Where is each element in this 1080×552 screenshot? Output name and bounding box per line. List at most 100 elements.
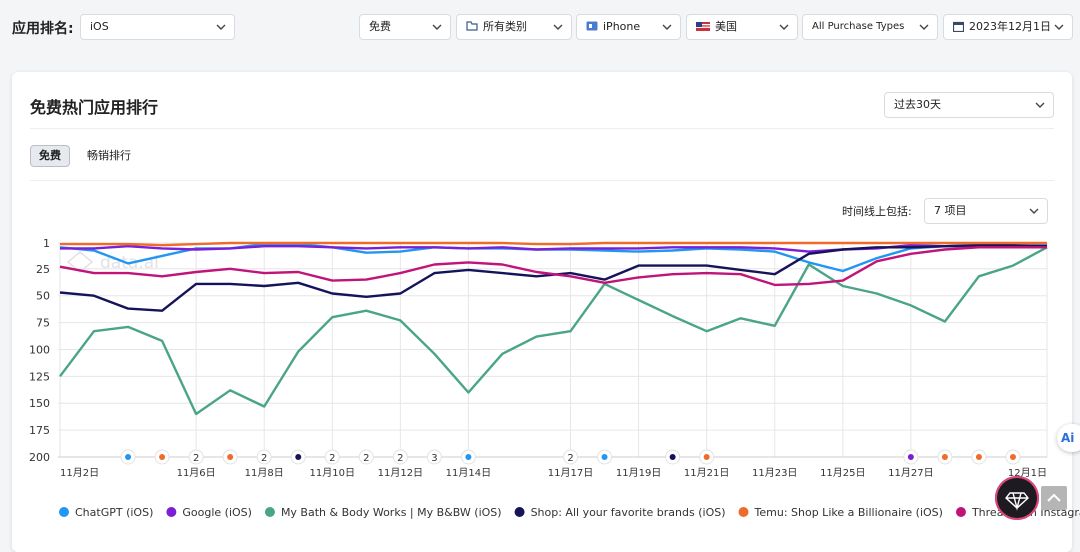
y-tick-label: 200 [29,451,50,464]
legend-swatch [738,507,749,517]
series-line [60,241,1047,247]
event-marker [154,449,170,465]
x-tick-label: 11月27日 [888,467,933,479]
page: 应用排名: iOS 免费 所有类别 iPhone 美国 All Purchase… [12,14,1080,552]
event-dot [907,454,914,460]
event-count: 2 [567,453,573,464]
x-tick-label: 11月2日 [60,467,99,479]
event-dot [601,454,608,460]
ai-badge-text: Ai [1061,431,1075,445]
y-tick-label: 100 [29,343,50,356]
card-title: 免费热门应用排行 [30,98,159,117]
x-tick-label: 11月21日 [684,467,729,479]
legend-label: Google (iOS) [182,506,252,519]
event-marker [665,449,681,465]
timeline-dropdown[interactable]: 7 项目 [924,198,1048,224]
event-marker: 2 [392,449,408,465]
event-dot [125,454,132,460]
device-value: iPhone [603,20,641,33]
category-dropdown[interactable]: 所有类别 [456,14,572,40]
event-marker: 2 [358,449,374,465]
timeline-label: 时间线上包括: [842,205,912,218]
tab-grossing[interactable]: 畅销排行 [87,149,131,162]
event-dot [1009,454,1016,460]
event-circle [392,449,408,465]
event-marker [971,449,987,465]
scroll-top-button[interactable] [1041,486,1067,510]
x-tick-label: 11月10日 [310,467,355,479]
range-dropdown[interactable]: 过去30天 [884,92,1054,118]
event-count: 2 [397,453,403,464]
chart-card: 免费热门应用排行 过去30天 免费 畅销排行 时间线上包括: 7 项目 [12,72,1072,552]
event-count: 2 [193,453,199,464]
series-line [59,246,1047,287]
event-marker [937,449,953,465]
event-marker [903,449,919,465]
x-tick-label: 11月14日 [446,467,491,479]
legend-swatch [59,507,69,517]
platform-dropdown[interactable]: iOS [80,14,235,40]
legend-swatch [955,507,966,517]
country-dropdown[interactable]: 美国 [686,14,798,40]
series-line [59,246,1048,416]
event-dot [227,454,234,460]
y-tick-label: 175 [29,424,50,437]
event-circle [426,449,442,465]
y-tick-label: 50 [36,290,50,303]
event-marker: 2 [256,449,272,465]
event-marker [222,449,238,465]
y-tick-label: 1 [43,237,50,250]
event-dot [941,454,948,460]
event-circle [563,449,579,465]
legend-label: My Bath & Body Works | My B&BW (iOS) [281,506,502,519]
device-dropdown[interactable]: iPhone [576,14,681,40]
event-marker: 2 [188,449,204,465]
event-dot [465,454,472,460]
assistant-button[interactable] [995,476,1039,520]
range-value: 过去30天 [894,98,941,111]
event-count: 2 [363,453,369,464]
x-tick-label: 11月12日 [378,467,423,479]
y-tick-label: 150 [29,397,50,410]
purchase-dropdown[interactable]: All Purchase Types [802,14,938,40]
event-marker [120,449,136,465]
event-circle [188,449,204,465]
ai-badge[interactable]: Ai [1057,424,1080,452]
event-marker: 2 [324,449,340,465]
tab-free[interactable]: 免费 [30,145,70,167]
timeline-value: 7 项目 [934,204,967,217]
filter-label: 应用排名: [12,21,74,37]
event-marker [460,449,476,465]
x-tick-label: 11月8日 [245,467,284,479]
separator [30,128,1054,129]
legend-label: Temu: Shop Like a Billionaire (iOS) [754,506,943,519]
event-dot [295,454,302,460]
event-dot [669,454,676,460]
event-count: 2 [329,453,335,464]
y-tick-label: 25 [36,263,50,276]
event-marker: 3 [426,449,442,465]
price-dropdown[interactable]: 免费 [359,14,451,40]
category-value: 所有类别 [483,20,527,33]
event-circle [324,449,340,465]
event-count: 3 [431,453,437,464]
event-marker [699,449,715,465]
y-tick-label: 75 [36,317,50,330]
x-tick-label: 11月19日 [616,467,661,479]
event-circle [358,449,374,465]
event-circle [256,449,272,465]
event-dot [703,454,710,460]
date-dropdown[interactable]: 2023年12月1日 [943,14,1073,40]
date-value: 2023年12月1日 [969,20,1051,33]
legend-label: ChatGPT (iOS) [75,506,153,519]
event-marker [290,449,306,465]
event-dot [159,454,166,460]
x-tick-label: 11月6日 [177,467,216,479]
purchase-value: All Purchase Types [812,21,905,32]
event-count: 2 [261,453,267,464]
legend-swatch [514,507,525,517]
x-tick-label: 11月17日 [548,467,593,479]
x-tick-label: 11月23日 [752,467,797,479]
event-marker [1005,449,1021,465]
legend-swatch [166,507,177,517]
